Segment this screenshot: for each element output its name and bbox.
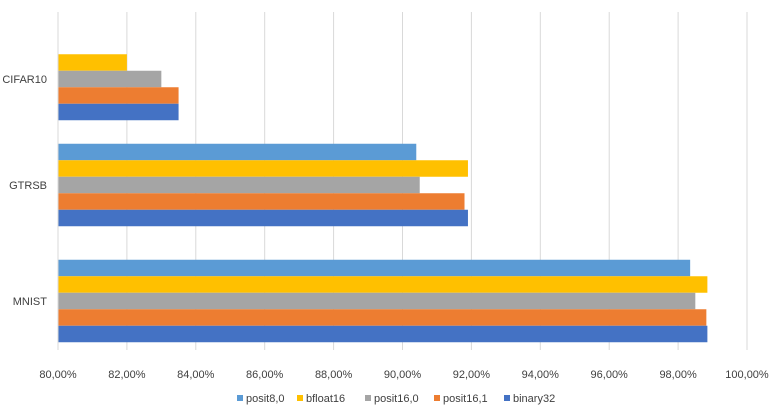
y-category-label: CIFAR10 <box>2 74 47 86</box>
legend-swatch-posit16-0 <box>365 395 371 401</box>
bars <box>58 54 708 343</box>
legend-swatch-binary32 <box>504 395 510 401</box>
bar-mnist-posit16-0 <box>58 292 696 310</box>
y-category-label: MNIST <box>13 296 48 308</box>
legend-label-bfloat16: bfloat16 <box>306 393 345 405</box>
bar-gtrsb-posit16-0 <box>58 176 420 194</box>
bar-mnist-binary32 <box>58 325 708 343</box>
legend-label-posit16-1: posit16,1 <box>443 393 488 405</box>
x-tick-label: 86,00% <box>246 369 284 381</box>
bar-cifar10-posit16-1 <box>58 87 179 104</box>
x-tick-label: 80,00% <box>39 369 77 381</box>
bar-mnist-posit16-1 <box>58 309 707 326</box>
bar-gtrsb-posit16-1 <box>58 193 465 210</box>
bar-gtrsb-binary32 <box>58 209 468 227</box>
x-tick-label: 98,00% <box>659 369 697 381</box>
bar-mnist-bfloat16 <box>58 276 708 293</box>
legend-swatch-posit16-1 <box>434 395 440 401</box>
x-tick-label: 84,00% <box>177 369 215 381</box>
bar-gtrsb-bfloat16 <box>58 160 468 177</box>
legend-label-posit16-0: posit16,0 <box>374 393 419 405</box>
legend: posit8,0 bfloat16 posit16,0 posit16,1 binary… <box>237 393 555 405</box>
x-tick-label: 94,00% <box>522 369 560 381</box>
legend-label-posit8-0: posit8,0 <box>246 393 285 405</box>
legend-swatch-posit8-0 <box>237 395 243 401</box>
y-category-label: GTRSB <box>9 180 47 192</box>
legend-swatch-bfloat16 <box>297 395 303 401</box>
x-tick-label: 82,00% <box>108 369 146 381</box>
bar-mnist-posit8-0 <box>58 259 691 277</box>
bar-cifar10-bfloat16 <box>58 54 127 71</box>
x-tick-label: 90,00% <box>384 369 422 381</box>
bar-gtrsb-posit8-0 <box>58 143 417 161</box>
x-tick-label: 96,00% <box>591 369 629 381</box>
x-tick-label: 88,00% <box>315 369 353 381</box>
axes: 80,00% 82,00% 84,00% 86,00% 88,00% 90,00% 92,0… <box>2 12 769 381</box>
x-tick-label: 100,00% <box>725 369 769 381</box>
legend-label-binary32: binary32 <box>513 393 555 405</box>
bar-cifar10-posit16-0 <box>58 70 162 88</box>
bar-cifar10-binary32 <box>58 103 179 121</box>
x-tick-label: 92,00% <box>453 369 491 381</box>
